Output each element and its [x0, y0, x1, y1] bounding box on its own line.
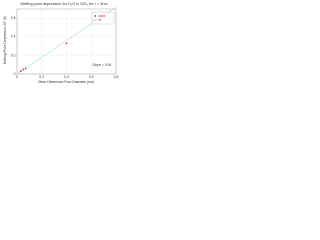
- data-point: [19, 70, 22, 73]
- x-tick-label: 0.8: [114, 75, 119, 79]
- legend-swatch: [94, 15, 97, 17]
- legend-label: data: [99, 14, 106, 18]
- plot-frame: [16, 8, 117, 75]
- x-axis-label: Other Dimension Pore Diameter (nm): [38, 80, 94, 84]
- chart-title: Melting point depression for H₂O in SiO₂…: [20, 2, 107, 6]
- data-point: [65, 42, 68, 45]
- x-tick-label: 0.4: [64, 75, 69, 79]
- x-tick-label: 0.2: [39, 75, 44, 79]
- y-tick-label: 0.4: [11, 35, 16, 39]
- y-axis-label: Melting Point Depression ΔT (K): [3, 16, 7, 64]
- y-tick-label: 0: [14, 72, 16, 76]
- x-tick-label: 0: [16, 75, 18, 79]
- x-tick-label: 0.6: [89, 75, 94, 79]
- legend-label: fit: [99, 18, 102, 22]
- chart: Melting point depression for H₂O in SiO₂…: [0, 0, 120, 86]
- page: Melting point depression for H₂O in SiO₂…: [0, 0, 320, 86]
- y-tick-label: 0.6: [11, 16, 16, 20]
- legend-box: [91, 11, 115, 25]
- annotation: Slope = 0.91: [92, 63, 111, 67]
- y-tick-label: 0.2: [11, 53, 16, 57]
